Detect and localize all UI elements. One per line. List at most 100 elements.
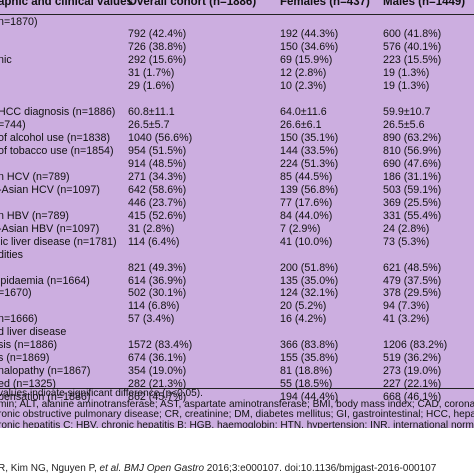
table-row: s (n=1869) 674 (36.1%) 155 (35.8%) 519 (36.… — [0, 352, 474, 366]
cell-overall: 292 (15.6%) — [128, 54, 187, 67]
table-footnotes: values indicate significant difference (… — [0, 388, 474, 428]
header-males: Males (n=1449) — [383, 0, 466, 8]
cell-males: 519 (36.2%) — [383, 352, 442, 365]
cell-overall: 446 (23.7%) — [128, 196, 187, 209]
row-label: n=1666) — [0, 313, 38, 326]
cell-overall: 29 (1.6%) — [128, 80, 175, 93]
header-overall: Overall cohort (n=1886) — [128, 0, 257, 8]
table-row: 726 (38.8%) 150 (34.6%) 576 (40.1%) — [0, 41, 474, 55]
cell-overall: 726 (38.8%) — [128, 41, 187, 54]
cell-overall: 26.5±5.7 — [128, 119, 170, 132]
cell-females: 124 (32.1%) — [280, 287, 339, 300]
citation-authors: R, Kim NG, Nguyen P, — [0, 463, 100, 474]
cell-females: 81 (18.8%) — [280, 365, 333, 378]
cell-males: 223 (15.5%) — [383, 54, 442, 67]
table-row: lic liver disease (n=1781) 114 (6.4%) 41 (… — [0, 236, 474, 250]
cell-females: 20 (5.2%) — [280, 300, 327, 313]
cell-females: 77 (17.6%) — [280, 196, 333, 209]
table-row: n=1666) 57 (3.4%) 16 (4.2%) 41 (3.2%) — [0, 313, 474, 327]
cell-females: 69 (15.9%) — [280, 54, 333, 67]
cell-males: 227 (22.1%) — [383, 378, 442, 391]
cell-overall: 57 (3.4%) — [128, 313, 175, 326]
footnote-line: ronic hepatitis C; HBV, chronic hepatiti… — [0, 419, 474, 428]
table-row: 29 (1.6%) 10 (2.3%) 19 (1.3%) — [0, 80, 474, 94]
cell-males: 369 (25.5%) — [383, 196, 442, 209]
cell-overall: 642 (58.6%) — [128, 183, 187, 196]
table-row: =744) 26.5±5.7 26.6±6.1 26.5±5.6 — [0, 119, 474, 133]
cell-females: 85 (44.5%) — [280, 170, 333, 183]
table-row — [0, 93, 474, 107]
table-row: 446 (23.7%) 77 (17.6%) 369 (25.5%) — [0, 197, 474, 211]
table-row: nic 292 (15.6%) 69 (15.9%) 223 (15.5%) — [0, 54, 474, 68]
cell-overall: 271 (34.3%) — [128, 170, 187, 183]
cell-males: 690 (47.6%) — [383, 157, 442, 170]
header-females: Females (n=437) — [280, 0, 370, 8]
row-label: lic liver disease (n=1781) — [0, 235, 117, 248]
table-row: n=1870) — [0, 16, 474, 30]
cell-overall: 674 (36.1%) — [128, 352, 187, 365]
row-label: d liver disease — [0, 326, 67, 339]
cell-males: 378 (29.5%) — [383, 287, 442, 300]
cell-overall: 821 (49.3%) — [128, 261, 187, 274]
cell-males: 810 (56.9%) — [383, 145, 442, 157]
citation-details: 2016;3:e000107. doi:10.1136/bmjgast-2016… — [204, 463, 437, 474]
footnote-line: ronic obstructive pulmonary disease; CR,… — [0, 409, 474, 421]
row-label: =1670) — [0, 287, 32, 300]
header-characteristic: aphic and clinical values — [0, 0, 133, 8]
cell-males: 26.5±5.6 — [383, 119, 425, 132]
cell-females: 7 (2.9%) — [280, 222, 321, 235]
table-row: sis (n=1886) 1572 (83.4%) 366 (83.8%) 1206 … — [0, 339, 474, 353]
cell-males: 1206 (83.2%) — [383, 339, 448, 352]
footnote-line: min; ALT, alanine aminotransferase; AST,… — [0, 398, 474, 410]
row-label: =744) — [0, 119, 26, 132]
cell-males: 600 (41.8%) — [383, 28, 442, 41]
table-row: HCC diagnosis (n=1886) 60.8±11.1 64.0±11.6… — [0, 106, 474, 120]
cell-males: 331 (55.4%) — [383, 209, 442, 222]
table-row: 792 (42.4%) 192 (44.3%) 600 (41.8%) — [0, 28, 474, 42]
row-label: -Asian HBV (n=1097) — [0, 222, 100, 235]
cell-females: 84 (44.0%) — [280, 209, 333, 222]
row-label: HCC diagnosis (n=1886) — [0, 106, 116, 119]
cell-males: 94 (7.3%) — [383, 300, 430, 313]
table-row: n HCV (n=789) 271 (34.3%) 85 (44.5%) 186 (3… — [0, 171, 474, 185]
cell-males: 24 (2.8%) — [383, 222, 430, 235]
cell-overall: 914 (48.5%) — [128, 157, 187, 170]
cell-females: 155 (35.8%) — [280, 352, 339, 365]
cell-females: 26.6±6.1 — [280, 119, 322, 132]
table-row: of alcohol use (n=1838) 1040 (56.6%) 150 (… — [0, 132, 474, 146]
cell-males: 59.9±10.7 — [383, 106, 431, 119]
table-row: dities — [0, 249, 474, 263]
cell-males: 503 (59.1%) — [383, 183, 442, 196]
row-label: n HCV (n=789) — [0, 170, 70, 183]
cell-males: 273 (19.0%) — [383, 365, 442, 378]
cell-females: 144 (33.5%) — [280, 145, 339, 157]
citation: R, Kim NG, Nguyen P, et al. BMJ Open Gas… — [0, 463, 436, 474]
cell-males: 19 (1.3%) — [383, 67, 430, 80]
row-label: nalopathy (n=1867) — [0, 365, 91, 378]
cell-females: 150 (35.1%) — [280, 132, 339, 145]
cell-females: 192 (44.3%) — [280, 28, 339, 41]
cell-females: 366 (83.8%) — [280, 339, 339, 352]
cell-females: 41 (10.0%) — [280, 235, 333, 248]
row-label: of tobacco use (n=1854) — [0, 145, 114, 157]
cell-males: 479 (37.5%) — [383, 274, 442, 287]
cell-females: 194 (44.4%) — [280, 391, 339, 404]
cell-overall: 31 (1.7%) — [128, 67, 175, 80]
cell-females: 150 (34.6%) — [280, 41, 339, 54]
row-label: -Asian HCV (n=1097) — [0, 183, 100, 196]
cell-overall: 60.8±11.1 — [128, 106, 175, 119]
table-row: =1670) 502 (30.1%) 124 (32.1%) 378 (29.5%) — [0, 287, 474, 301]
table-row: 914 (48.5%) 224 (51.3%) 690 (47.6%) — [0, 158, 474, 172]
row-label: s (n=1869) — [0, 352, 50, 365]
cell-females: 64.0±11.6 — [280, 106, 327, 119]
row-label: nic — [0, 54, 12, 67]
cell-males: 73 (5.3%) — [383, 235, 430, 248]
cell-overall: 354 (19.0%) — [128, 365, 187, 378]
cell-females: 10 (2.3%) — [280, 80, 327, 93]
cell-males: 19 (1.3%) — [383, 80, 430, 93]
cell-overall: 415 (52.6%) — [128, 209, 187, 222]
row-label: pensation (n=1886) — [0, 391, 91, 404]
table-panel: aphic and clinical values Overall cohort… — [0, 0, 474, 428]
cell-females: 16 (4.2%) — [280, 313, 327, 326]
table-row: of tobacco use (n=1854) 954 (51.5%) 144 (3… — [0, 145, 474, 159]
